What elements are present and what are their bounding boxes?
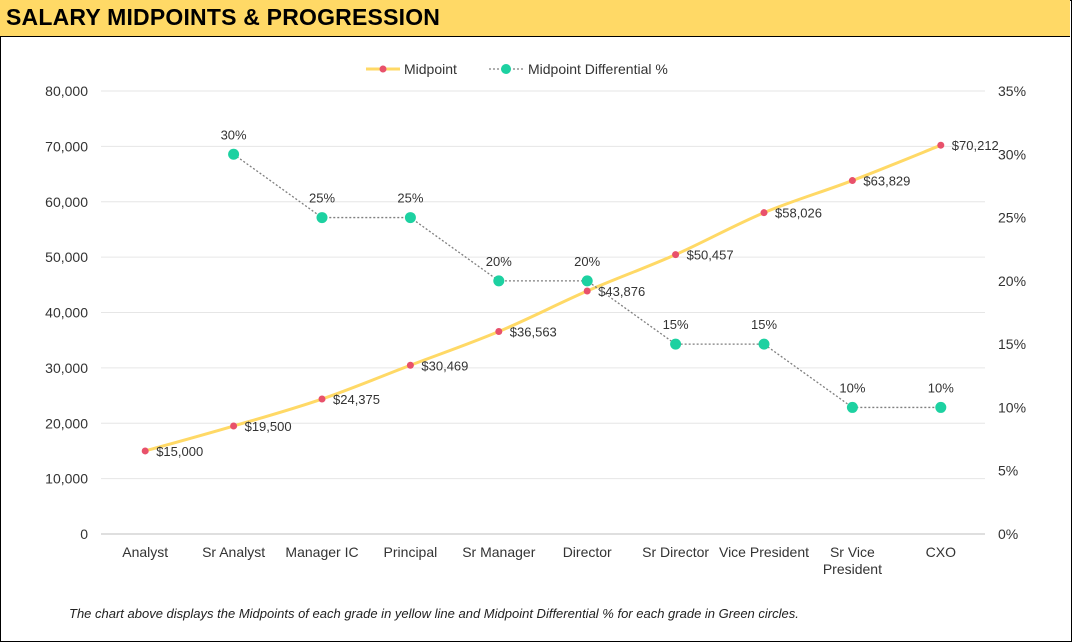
right-tick-label: 15% xyxy=(998,336,1026,352)
midpoint-data-label: $58,026 xyxy=(775,206,822,221)
midpoint-marker xyxy=(672,251,680,259)
midpoint-data-label: $15,000 xyxy=(156,444,203,459)
midpoint-data-label: $30,469 xyxy=(421,358,468,373)
differential-data-label: 25% xyxy=(309,191,335,206)
right-axis-ticks: 0% 5% 10% 15% 20% 25% 30% 35% xyxy=(998,83,1026,542)
midpoint-line xyxy=(144,143,942,453)
differential-marker xyxy=(935,401,947,413)
differential-data-label: 15% xyxy=(663,317,689,332)
legend-differential-marker xyxy=(501,64,511,74)
category-label: Principal xyxy=(384,544,438,560)
category-label: Sr Manager xyxy=(462,544,535,560)
differential-data-label: 20% xyxy=(574,254,600,269)
midpoint-marker xyxy=(495,328,503,336)
right-tick-label: 5% xyxy=(998,463,1018,479)
midpoint-marker xyxy=(406,361,414,369)
legend-midpoint-label: Midpoint xyxy=(404,61,457,77)
left-tick-label: 40,000 xyxy=(45,305,88,321)
right-tick-label: 30% xyxy=(998,146,1026,162)
midpoint-marker xyxy=(230,422,238,430)
right-tick-label: 0% xyxy=(998,526,1018,542)
midpoint-data-label: $70,212 xyxy=(952,138,999,153)
differential-marker xyxy=(404,212,416,224)
differential-data-label: 10% xyxy=(928,380,954,395)
left-tick-label: 0 xyxy=(80,526,88,542)
category-label: Sr Analyst xyxy=(202,544,265,560)
right-tick-label: 25% xyxy=(998,210,1026,226)
differential-marker xyxy=(581,275,593,287)
differential-marker xyxy=(228,148,240,160)
midpoint-marker xyxy=(848,177,856,185)
page-title: SALARY MIDPOINTS & PROGRESSION xyxy=(6,4,441,30)
midpoint-series: $15,000 $19,500 $24,375 $30,469 $36,563 $43,8… xyxy=(141,138,999,459)
category-label: Vice President xyxy=(719,544,809,560)
category-label: Sr Director xyxy=(642,544,709,560)
differential-data-label: 15% xyxy=(751,317,777,332)
differential-marker xyxy=(493,275,505,287)
category-labels: Analyst Sr Analyst Manager IC Principal Sr M… xyxy=(122,544,956,577)
title-bar: SALARY MIDPOINTS & PROGRESSION xyxy=(0,0,1070,37)
left-tick-label: 10,000 xyxy=(45,471,88,487)
category-label: Director xyxy=(563,544,612,560)
gridlines xyxy=(101,90,985,480)
differential-marker xyxy=(316,212,328,224)
midpoint-data-label: $63,829 xyxy=(863,174,910,189)
left-tick-label: 20,000 xyxy=(45,415,88,431)
chart-footnote: The chart above displays the Midpoints o… xyxy=(69,606,799,621)
left-axis-ticks: 0 10,000 20,000 30,000 40,000 50,000 60,000 70,… xyxy=(45,83,88,542)
midpoint-data-label: $24,375 xyxy=(333,392,380,407)
differential-data-label: 25% xyxy=(397,191,423,206)
differential-marker xyxy=(758,338,770,350)
midpoint-marker xyxy=(141,447,149,455)
category-label: Analyst xyxy=(122,544,168,560)
midpoint-marker xyxy=(583,287,591,295)
left-tick-label: 30,000 xyxy=(45,360,88,376)
differential-data-label: 10% xyxy=(839,380,865,395)
category-label: Sr Vice President xyxy=(823,544,882,577)
midpoint-data-label: $43,876 xyxy=(598,284,645,299)
legend: Midpoint Midpoint Differential % xyxy=(366,61,668,77)
differential-marker xyxy=(846,401,858,413)
left-tick-label: 50,000 xyxy=(45,249,88,265)
differential-series: 30% 25% 25% 20% 20% 15% 15% 10% 10% xyxy=(221,127,954,413)
midpoint-data-label: $19,500 xyxy=(245,419,292,434)
legend-differential-label: Midpoint Differential % xyxy=(528,61,668,77)
differential-data-label: 20% xyxy=(486,254,512,269)
left-tick-label: 60,000 xyxy=(45,194,88,210)
right-tick-label: 10% xyxy=(998,399,1026,415)
right-tick-label: 20% xyxy=(998,273,1026,289)
midpoint-marker xyxy=(318,395,326,403)
differential-data-label: 30% xyxy=(221,127,247,142)
category-label: CXO xyxy=(926,544,956,560)
midpoint-data-label: $36,563 xyxy=(510,325,557,340)
midpoint-marker xyxy=(760,209,768,217)
midpoint-data-label: $50,457 xyxy=(687,248,734,263)
category-label: Manager IC xyxy=(285,544,358,560)
differential-marker xyxy=(670,338,682,350)
midpoint-marker xyxy=(937,141,945,149)
right-tick-label: 35% xyxy=(998,83,1026,99)
legend-midpoint-marker xyxy=(379,65,387,73)
left-tick-label: 80,000 xyxy=(45,83,88,99)
left-tick-label: 70,000 xyxy=(45,138,88,154)
